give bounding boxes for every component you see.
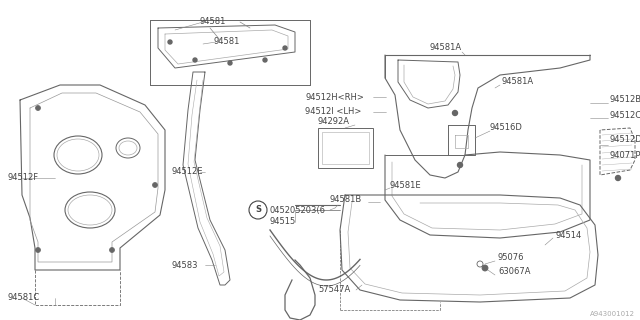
Text: 94512F: 94512F <box>8 173 39 182</box>
Text: 94512B<RH>: 94512B<RH> <box>610 95 640 105</box>
Circle shape <box>35 106 40 110</box>
Text: 94515: 94515 <box>270 218 296 227</box>
Text: 94581A: 94581A <box>502 77 534 86</box>
Circle shape <box>482 265 488 271</box>
Text: 94581C: 94581C <box>8 293 40 302</box>
Circle shape <box>283 46 287 50</box>
Circle shape <box>452 110 458 116</box>
Circle shape <box>168 40 172 44</box>
Text: 94581B: 94581B <box>330 196 362 204</box>
Text: A943001012: A943001012 <box>590 311 635 317</box>
Bar <box>318 128 373 168</box>
Circle shape <box>35 247 40 252</box>
Text: 94581A: 94581A <box>430 44 462 52</box>
Text: 94581E: 94581E <box>390 180 422 189</box>
Text: 045205203(6: 045205203(6 <box>270 205 326 214</box>
Bar <box>322 132 369 164</box>
Circle shape <box>193 58 197 62</box>
Circle shape <box>109 247 115 252</box>
Text: 94581: 94581 <box>213 37 239 46</box>
Circle shape <box>458 163 463 167</box>
Circle shape <box>616 175 621 180</box>
Text: 94512D: 94512D <box>610 135 640 145</box>
Text: 94581: 94581 <box>200 18 227 27</box>
Text: 95076: 95076 <box>498 253 525 262</box>
Text: 94512I <LH>: 94512I <LH> <box>305 108 362 116</box>
Text: 94512H<RH>: 94512H<RH> <box>305 92 364 101</box>
Text: 94292A: 94292A <box>318 117 350 126</box>
Text: 63067A: 63067A <box>498 268 531 276</box>
Circle shape <box>228 61 232 65</box>
Text: 94512C<LH>: 94512C<LH> <box>610 110 640 119</box>
Text: 94583: 94583 <box>172 260 198 269</box>
Text: 94514: 94514 <box>555 230 581 239</box>
Text: 94512E: 94512E <box>172 167 204 177</box>
Text: 94516D: 94516D <box>490 124 523 132</box>
Text: S: S <box>255 205 261 214</box>
Text: 94071P: 94071P <box>610 150 640 159</box>
Circle shape <box>263 58 267 62</box>
Circle shape <box>152 182 157 188</box>
Text: 57547A: 57547A <box>318 285 350 294</box>
